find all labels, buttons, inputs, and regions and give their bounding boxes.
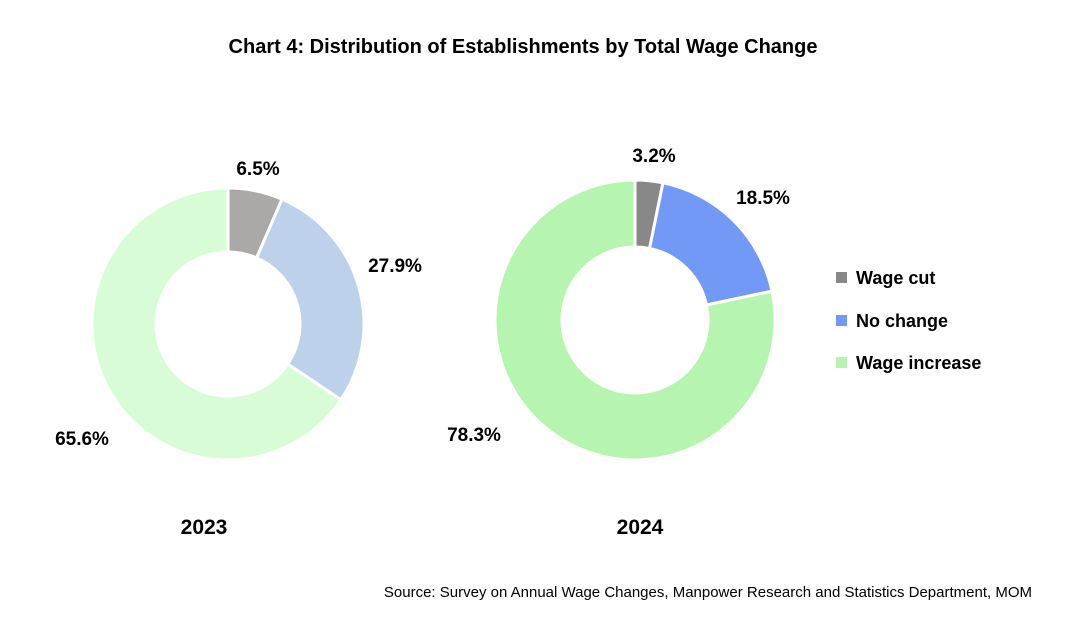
data-label-2023-wage-increase: 65.6% — [55, 429, 109, 450]
data-label-2024-wage-increase: 78.3% — [447, 425, 501, 446]
legend-label-no-change: No change — [856, 311, 948, 331]
legend-swatch-wage-increase — [836, 357, 847, 368]
legend: Wage cut No change Wage increase — [836, 268, 981, 373]
data-label-2023-wage-cut: 6.5% — [236, 159, 279, 180]
year-label-2023: 2023 — [181, 516, 228, 539]
donut-slice-2023-wage-increase — [90, 186, 344, 462]
chart-title: Chart 4: Distribution of Establishments … — [229, 36, 818, 58]
data-label-2023-no-change: 27.9% — [368, 256, 422, 277]
data-label-2024-no-change: 18.5% — [736, 188, 790, 209]
legend-item-wage-increase: Wage increase — [836, 353, 981, 373]
legend-swatch-wage-cut — [836, 272, 847, 283]
year-label-2024: 2024 — [617, 516, 664, 539]
donut-slice-2023-no-change — [254, 197, 366, 402]
source-note: Source: Survey on Annual Wage Changes, M… — [384, 584, 1032, 601]
legend-item-no-change: No change — [836, 311, 948, 331]
donut-slice-2024-no-change — [647, 181, 774, 307]
legend-item-wage-cut: Wage cut — [836, 268, 935, 288]
data-label-2024-wage-cut: 3.2% — [632, 146, 675, 167]
legend-label-wage-increase: Wage increase — [856, 353, 981, 373]
legend-swatch-no-change — [836, 315, 847, 326]
donut-chart-2023: 6.5% 27.9% 65.6% — [55, 159, 422, 462]
donut-slice-2024-wage-increase — [493, 178, 777, 462]
legend-label-wage-cut: Wage cut — [856, 268, 935, 288]
donut-chart-2024: 3.2% 18.5% 78.3% — [447, 146, 790, 462]
